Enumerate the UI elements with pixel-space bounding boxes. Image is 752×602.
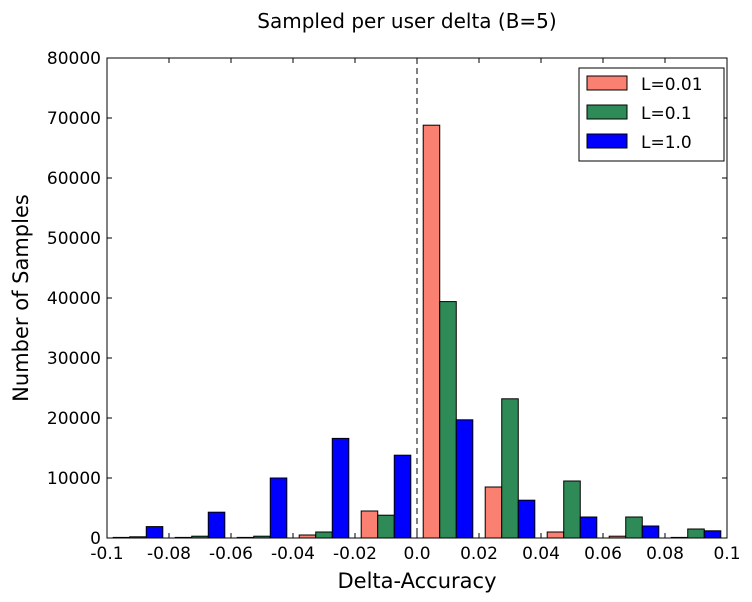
x-tick-label: 0.0 (403, 544, 430, 564)
y-tick-label: 60000 (47, 169, 101, 189)
y-tick-label: 40000 (47, 289, 101, 309)
bar (484, 486, 503, 539)
bar (455, 419, 474, 539)
bar (360, 510, 379, 539)
bar (207, 511, 226, 539)
bar (546, 531, 565, 539)
x-axis-label: Delta-Accuracy (337, 569, 496, 593)
x-tick-label: 0.1 (713, 544, 740, 564)
x-tick-label: -0.02 (333, 544, 377, 564)
bar (393, 454, 412, 539)
bar (517, 499, 536, 539)
bar (331, 437, 350, 539)
x-tick-label: 0.08 (646, 544, 684, 564)
x-tick-label: 0.06 (584, 544, 622, 564)
bar (377, 514, 395, 539)
chart-marks: -0.1 -0.08 -0.06 -0.04 -0.02 0.0 0.02 0.04 0.06 0… (47, 49, 741, 564)
bar (563, 480, 581, 539)
bar (703, 530, 722, 539)
x-tick-label: -0.08 (147, 544, 191, 564)
y-tick-label: 50000 (47, 229, 101, 249)
y-tick-label: 10000 (47, 469, 101, 489)
legend-swatch (586, 133, 628, 149)
legend-swatch (586, 104, 628, 120)
y-tick-label: 70000 (47, 109, 101, 129)
bar (501, 398, 519, 539)
bar (315, 531, 333, 539)
bar (439, 301, 457, 539)
y-tick-label: 80000 (47, 49, 101, 69)
legend-label: L=1.0 (641, 133, 692, 153)
x-tick-label: 0.02 (460, 544, 498, 564)
y-tick-label: 30000 (47, 349, 101, 369)
bar (641, 525, 660, 539)
x-tick-label: -0.06 (209, 544, 253, 564)
x-tick-label: -0.1 (90, 544, 123, 564)
legend-label: L=0.1 (641, 104, 692, 124)
x-tick-label: -0.04 (271, 544, 315, 564)
bar (145, 526, 164, 539)
legend-swatch (586, 75, 628, 91)
bar (422, 124, 441, 539)
y-tick-label: 20000 (47, 409, 101, 429)
bar (687, 528, 705, 539)
chart-title: Sampled per user delta (B=5) (257, 9, 556, 33)
bar (625, 516, 643, 539)
legend-label: L=0.01 (641, 75, 703, 95)
x-tick-label: 0.04 (522, 544, 560, 564)
bar (269, 477, 288, 539)
bar (579, 516, 598, 539)
y-axis-label: Number of Samples (9, 194, 33, 402)
y-tick-label: 0 (90, 529, 101, 549)
